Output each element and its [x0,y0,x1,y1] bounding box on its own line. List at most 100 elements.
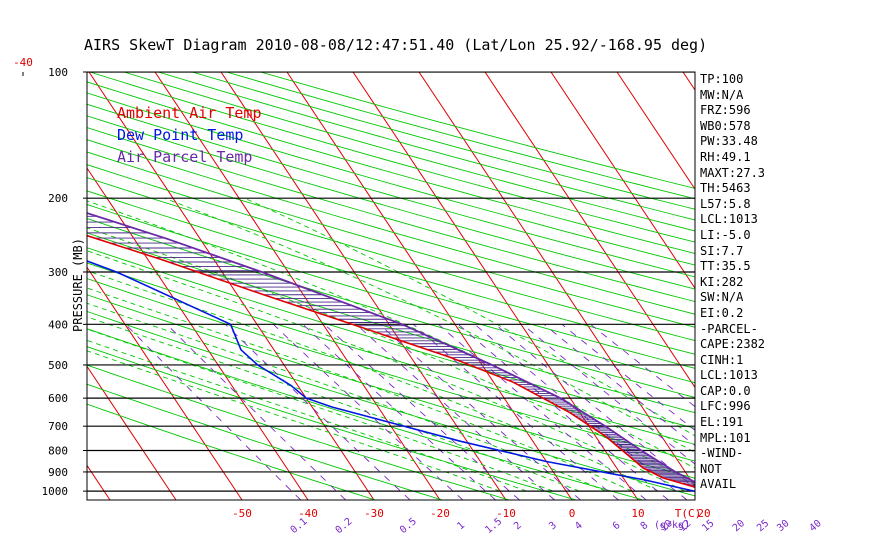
legend: Ambient Air Temp Dew Point Temp Air Parc… [117,102,262,168]
pressure-tick-label: 300 [48,266,68,279]
isotherm-line [87,365,177,500]
legend-item-dewpoint: Dew Point Temp [117,126,244,144]
dry-adiabat [87,232,695,414]
isotherm-line [0,72,44,500]
mixing-ratio-line [438,323,647,500]
mixing-ratio-label: 25 [755,518,771,534]
dry-adiabat [87,218,695,398]
moist-adiabat [87,270,659,492]
mixing-ratio-line [272,323,464,500]
isotherm-line [352,72,639,500]
mixing-ratio-line [474,323,688,500]
mixing-ratio-line [355,323,555,500]
stat-line: LI:-5.0 [700,227,751,242]
stat-line: TP:100 [700,72,744,86]
mixing-ratio-label: 3 [547,520,559,532]
pressure-tick-label: 900 [48,466,68,479]
dry-adiabat [87,364,510,500]
dry-adiabat [87,204,695,384]
mixing-ratio-label: 20 [731,518,747,534]
stat-line: LCL:1013 [700,212,758,227]
dry-adiabat [87,115,695,290]
stat-line: L57:5.8 [700,196,751,211]
dry-adiabat [87,403,376,500]
dry-adiabat [87,190,695,369]
mixing-ratio-label: 0.5 [398,516,419,536]
mixing-ratio-line [590,323,695,408]
bottom-temp-unit-label: T(C) [675,507,702,520]
dry-adiabat [192,72,695,210]
dry-adiabat [87,81,695,254]
stat-line: LCL:1013 [700,368,758,383]
axes [22,71,696,501]
dry-adiabat [87,139,695,315]
bottom-temp-tick-label: -20 [430,507,450,520]
dry-adiabat [87,177,695,355]
mixing-ratio-label: 40 [808,518,824,534]
pressure-tick-label: 1000 [42,485,69,498]
cape-hatching [87,215,695,488]
mixing-ratio-label: 8 [639,520,651,532]
dry-adiabat [87,127,695,302]
dry-adiabat [226,72,695,200]
stat-line: MAXT:27.3 [700,165,766,180]
dry-adiabat [87,151,695,328]
stat-line: SI:7.7 [700,243,744,258]
mixing-ratio-label: 2 [512,520,524,532]
stats-panel: TP:100 MW:N/A FRZ:596 WB0:578 PW:33.48 RH:49.… [700,72,765,493]
pressure-tick-label: 800 [48,445,68,458]
stat-line: EI:0.2 [700,305,744,320]
mixing-ratio-line [302,323,496,500]
mixing-ratio-line [543,323,695,447]
mixing-ratio-label: 6 [611,520,623,532]
pressure-tick-label: 200 [48,192,68,205]
isotherm-line [550,72,695,290]
pressure-tick-label: 500 [48,359,68,372]
stat-line: CINH:1 [700,352,744,367]
stat-line: -PARCEL- [700,321,758,336]
mixing-ratio-line [522,323,695,465]
ambient-temp-curve [87,234,695,489]
legend-item-parcel: Air Parcel Temp [117,148,253,166]
bottom-temp-tick-label: 0 [569,507,576,520]
dry-adiabat [87,278,695,462]
dry-adiabat [87,92,695,266]
stat-line: NOT [700,461,722,476]
stat-line: AVAIL [700,477,737,492]
mixing-ratio-line [225,323,411,500]
stat-line: SW:N/A [700,290,744,305]
chart-title: AIRS SkewT Diagram 2010-08-08/12:47:51.4… [84,36,708,54]
mixing-ratio-line [324,323,520,500]
isotherm-line [418,72,695,488]
moist-adiabat [87,302,606,492]
mixing-ratio-label: 15 [700,518,716,534]
stat-line: MPL:101 [700,430,751,445]
mixing-ratio-line [166,323,347,500]
stat-line: WB0:578 [700,118,751,133]
top-temp-tick-label: -40 [13,56,33,69]
mixing-ratio-unit-label: (g/kg) [654,520,690,531]
pressure-tick-label: 600 [48,392,68,405]
pressure-tick-label: 700 [48,420,68,433]
sounding-curves [87,212,695,493]
isotherm-line [220,72,507,500]
dry-adiabat [260,72,695,189]
mixing-ratio-label: 4 [573,520,585,532]
bottom-temp-tick-label: 10 [631,507,644,520]
dry-adiabat [87,262,695,445]
bottom-temp-tick-label: -50 [232,507,252,520]
stat-line: PW:33.48 [700,134,758,149]
dry-adiabat [87,346,577,500]
parcel-temp-curve [87,212,695,484]
dry-adiabat [87,103,695,278]
stat-line: EL:191 [700,415,744,430]
moist-adiabat [87,328,554,492]
mixing-ratio-line [379,323,581,500]
pressure-axis-label: PRESSURE (MB) [71,238,85,332]
isotherm-line [484,72,695,389]
mixing-ratio-label: 1 [455,520,467,532]
dry-adiabat [87,247,695,429]
bottom-temp-tick-label: -40 [298,507,318,520]
stat-line: LFC:996 [700,399,751,414]
